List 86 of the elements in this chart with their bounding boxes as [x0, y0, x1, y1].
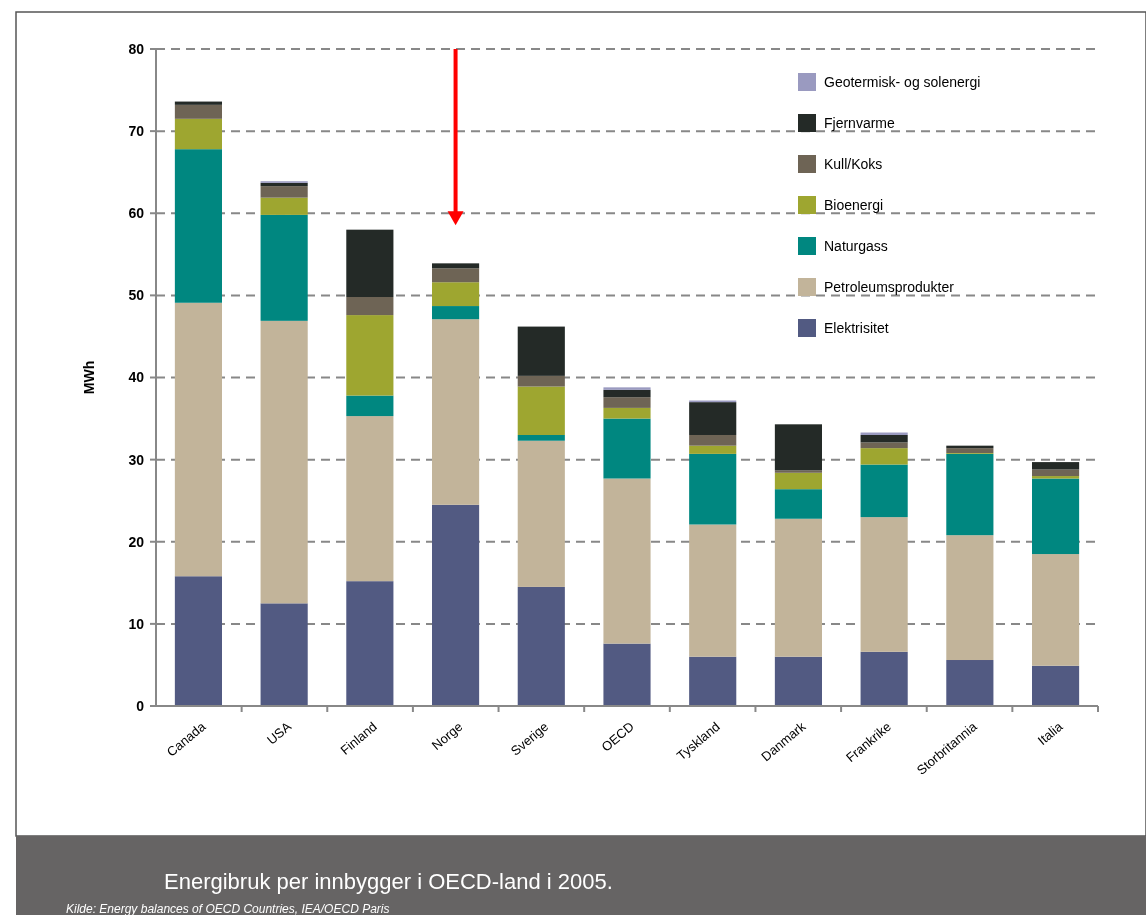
bar [517, 326, 565, 376]
bar [174, 149, 222, 303]
bar [517, 375, 565, 387]
y-tick-label: 80 [128, 40, 145, 57]
bar [346, 229, 394, 298]
bar [774, 424, 822, 471]
y-tick-label: 70 [128, 123, 145, 140]
bar [174, 118, 222, 150]
bar [689, 656, 737, 706]
bar [774, 656, 822, 706]
y-tick-label: 20 [128, 533, 145, 550]
bar [346, 416, 394, 582]
bar [689, 402, 737, 435]
bar [1032, 478, 1080, 555]
bar [860, 517, 908, 652]
bar [689, 434, 737, 446]
bar [260, 186, 308, 198]
bar [603, 643, 651, 706]
bar [174, 101, 222, 105]
bar [689, 445, 737, 454]
legend-label: Elektrisitet [824, 319, 889, 336]
bar [946, 660, 994, 706]
legend-label: Bioenergi [824, 196, 884, 213]
bar [1032, 554, 1080, 666]
text: Energibruk per innbygger i OECD-land i 2005. [164, 869, 613, 894]
bar [1032, 469, 1080, 477]
bar [260, 320, 308, 604]
bar [1032, 462, 1080, 470]
bar [860, 434, 908, 443]
bar [432, 319, 480, 505]
bar [603, 478, 651, 644]
bar [517, 440, 565, 587]
bar [346, 395, 394, 417]
y-tick-label: 60 [128, 205, 145, 222]
x-tick-label: USA [263, 718, 295, 748]
bar [174, 104, 222, 119]
bar [432, 263, 480, 269]
bar [174, 576, 222, 706]
y-tick-label: 50 [128, 287, 145, 304]
y-axis-title: MWh [81, 360, 97, 395]
bar [689, 453, 737, 525]
bar [860, 448, 908, 465]
bar [260, 603, 308, 706]
bar [860, 464, 908, 518]
legend-label: Naturgass [824, 237, 888, 254]
bar [860, 442, 908, 449]
bar [946, 448, 994, 454]
legend-label: Fjernvarme [824, 114, 896, 131]
x-tick-label: Italia [1034, 718, 1067, 748]
legend-label: Kull/Koks [824, 155, 883, 172]
y-tick-label: 0 [136, 697, 145, 714]
bar [774, 470, 822, 473]
bar [603, 407, 651, 419]
bar [174, 302, 222, 577]
y-tick-label: 30 [128, 451, 145, 468]
bar [432, 268, 480, 283]
bar [689, 524, 737, 657]
y-tick-label: 10 [128, 615, 145, 632]
bar [260, 182, 308, 187]
bar [346, 581, 394, 706]
bar [260, 197, 308, 215]
bar [432, 282, 480, 307]
bar [603, 389, 651, 398]
bar [603, 397, 651, 408]
bar [860, 651, 908, 706]
bar [1032, 476, 1080, 479]
bar [603, 418, 651, 479]
bar [432, 504, 480, 706]
bar [774, 518, 822, 657]
bar [517, 586, 565, 706]
bar [774, 472, 822, 490]
bar [774, 489, 822, 519]
y-tick-label: 40 [128, 369, 145, 386]
text: Kilde: Energy balances of OECD Countries, IEA/OECD Paris [66, 902, 390, 915]
bar [946, 453, 994, 536]
bar [346, 315, 394, 396]
bar [346, 297, 394, 316]
bar [603, 387, 651, 390]
bar [517, 386, 565, 435]
bar [1032, 665, 1080, 706]
legend-label: Petroleumsprodukter [824, 278, 955, 295]
bar [260, 214, 308, 321]
bar [946, 535, 994, 661]
legend-label: Geotermisk- og solenergi [824, 73, 981, 90]
bar [432, 306, 480, 320]
bar [517, 434, 565, 441]
